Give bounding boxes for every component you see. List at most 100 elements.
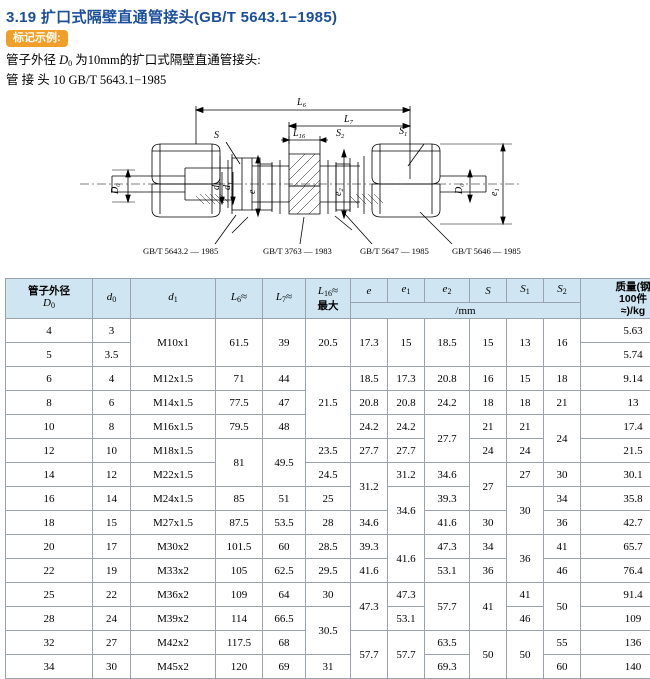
standard-ref-1: GB/T 3763 — 1983: [263, 246, 332, 256]
cell-e2: 39.3: [425, 487, 470, 511]
cell-S2: 18: [544, 367, 581, 391]
cell-d0: 22: [93, 583, 131, 607]
cell-D0: 34: [6, 655, 93, 679]
cell-mass: 65.7: [581, 535, 650, 559]
cell-mass: 35.8: [581, 487, 650, 511]
cell-S: 41: [470, 583, 507, 631]
cell-S: 30: [470, 511, 507, 535]
cell-d1: M27x1.5: [131, 511, 216, 535]
cell-L16: 30: [306, 583, 351, 607]
cell-e2: 18.5: [425, 319, 470, 367]
cell-e1: 41.6: [388, 535, 425, 583]
cell-S: 15: [470, 319, 507, 367]
cell-D0: 8: [6, 391, 93, 415]
cell-L6: 77.5: [216, 391, 263, 415]
marking-example-badge: 标记示例:: [6, 30, 68, 47]
cell-e2: 69.3: [425, 655, 470, 679]
cell-L7: 66.5: [263, 607, 306, 631]
cell-D0: 12: [6, 439, 93, 463]
col-header-d1: d1: [131, 279, 216, 319]
cell-mass: 109: [581, 607, 650, 631]
dim-label-e: e: [247, 189, 258, 194]
cell-D0: 28: [6, 607, 93, 631]
cell-L7: 39: [263, 319, 306, 367]
cell-e: 34.6: [351, 511, 388, 535]
standard-ref-2: GB/T 5647 — 1985: [360, 246, 429, 256]
cell-mass: 21.5: [581, 439, 650, 463]
cell-e: 57.7: [351, 631, 388, 679]
cell-L16: 29.5: [306, 559, 351, 583]
cell-S: 34: [470, 535, 507, 559]
col-header-L6: L6≈: [216, 279, 263, 319]
cell-d0: 27: [93, 631, 131, 655]
cell-L7: 64: [263, 583, 306, 607]
cell-d0: 14: [93, 487, 131, 511]
cell-D0: 14: [6, 463, 93, 487]
cell-S2: 36: [544, 511, 581, 535]
cell-mass: 9.14: [581, 367, 650, 391]
cell-S: 24: [470, 439, 507, 463]
cell-L6: 87.5: [216, 511, 263, 535]
cell-d1: M18x1.5: [131, 439, 216, 463]
cell-d1: M30x2: [131, 535, 216, 559]
cell-S1: 36: [507, 535, 544, 583]
cell-D0: 6: [6, 367, 93, 391]
cell-L7: 51: [263, 487, 306, 511]
cell-L16: 23.5: [306, 439, 351, 463]
dim-label-L7: L7: [343, 114, 354, 126]
dim-label-e1: e1: [489, 188, 501, 196]
cell-d1: M24x1.5: [131, 487, 216, 511]
cell-e2: 47.3: [425, 535, 470, 559]
cell-L16: 28.5: [306, 535, 351, 559]
col-header-S1: S1: [507, 279, 544, 303]
cell-mass: 30.1: [581, 463, 650, 487]
cell-e2: 57.7: [425, 583, 470, 631]
cell-D0: 18: [6, 511, 93, 535]
col-header-L16: L16≈最大: [306, 279, 351, 319]
cell-d1: M16x1.5: [131, 415, 216, 439]
cell-S: 18: [470, 391, 507, 415]
cell-L6: 120: [216, 655, 263, 679]
cell-e: 24.2: [351, 415, 388, 439]
cell-e2: 20.8: [425, 367, 470, 391]
cell-e2: 41.6: [425, 511, 470, 535]
cell-e2: 63.5: [425, 631, 470, 655]
cell-mass: 76.4: [581, 559, 650, 583]
cell-S1: 41: [507, 583, 544, 607]
cell-e1: 31.2: [388, 463, 425, 487]
dim-label-S2: S2: [336, 128, 345, 140]
cell-mass: 5.74: [581, 343, 650, 367]
cell-d1: M12x1.5: [131, 367, 216, 391]
cell-S: 21: [470, 415, 507, 439]
col-header-L7: L7≈: [263, 279, 306, 319]
cell-S1: 50: [507, 631, 544, 679]
cell-S2: 41: [544, 535, 581, 559]
cell-L6: 117.5: [216, 631, 263, 655]
cell-e1: 53.1: [388, 607, 425, 631]
technical-drawing: L6 L7 L16 S S2 S1 D0 D0 e1 d0 d1 e e2 GB…: [0, 84, 650, 266]
cell-L7: 62.5: [263, 559, 306, 583]
cell-L6: 105: [216, 559, 263, 583]
cell-S2: 55: [544, 631, 581, 655]
cell-L6: 114: [216, 607, 263, 631]
cell-d1: M14x1.5: [131, 391, 216, 415]
cell-S: 16: [470, 367, 507, 391]
cell-d0: 3.5: [93, 343, 131, 367]
cell-L7: 68: [263, 631, 306, 655]
col-header-e: e: [351, 279, 388, 303]
cell-e2: 53.1: [425, 559, 470, 583]
cell-L6: 79.5: [216, 415, 263, 439]
cell-mass: 42.7: [581, 511, 650, 535]
cell-S2: 34: [544, 487, 581, 511]
cell-d1: M10x1: [131, 319, 216, 367]
